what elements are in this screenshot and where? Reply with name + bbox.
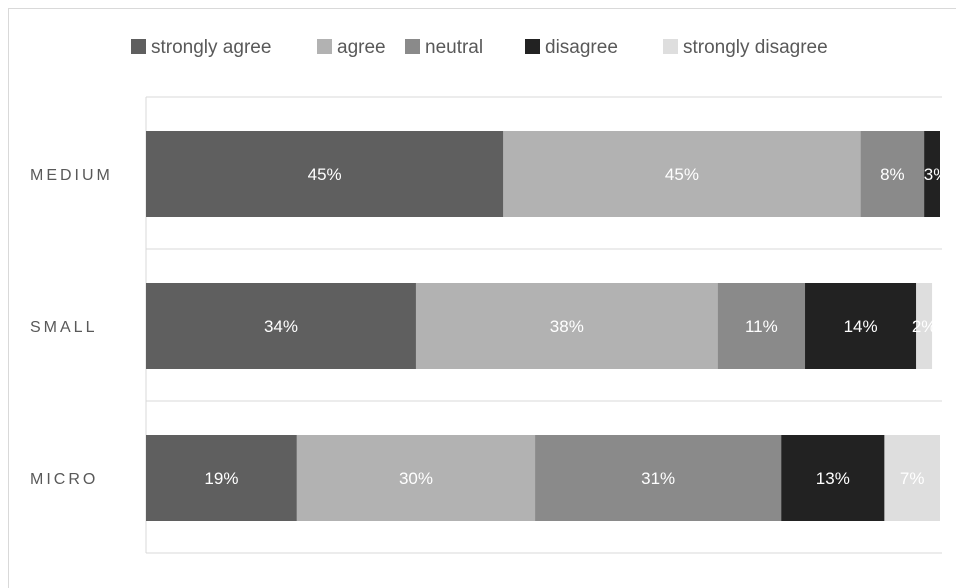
legend-swatch-4 (663, 39, 678, 54)
bar-medium-3 (924, 131, 940, 217)
chart-frame (8, 8, 956, 588)
legend-label-4: strongly disagree (683, 37, 828, 58)
legend-label-2: neutral (425, 37, 483, 58)
data-label-medium-2: 8% (880, 165, 905, 184)
legend-swatch-1 (317, 39, 332, 54)
data-label-micro-2: 31% (641, 469, 675, 488)
legend-label-1: agree (337, 37, 386, 58)
bar-medium-1 (503, 131, 861, 217)
bar-small-2 (717, 283, 806, 369)
data-label-small-0: 34% (264, 317, 298, 336)
bar-medium-2 (860, 131, 925, 217)
legend-swatch-3 (525, 39, 540, 54)
bar-small-0 (146, 283, 416, 369)
bars: 45% 45% 8% 3% 34% 38% 11% 14% 2% 19% 30% 31% 13% 7% (146, 131, 948, 521)
data-label-small-1: 38% (550, 317, 584, 336)
data-label-micro-3: 13% (816, 469, 850, 488)
bar-micro-3 (781, 435, 885, 521)
category-label-medium: MEDIUM (30, 167, 113, 184)
data-label-medium-1: 45% (665, 165, 699, 184)
category-labels: MEDIUM SMALL MICRO (30, 167, 113, 488)
data-label-small-4: 2% (912, 317, 937, 336)
bar-medium-0 (146, 131, 504, 217)
bar-small-1 (415, 283, 718, 369)
bar-micro-4 (884, 435, 940, 521)
legend: strongly agree agree neutral disagree strong… (131, 37, 828, 58)
data-label-small-3: 14% (844, 317, 878, 336)
bar-small-4 (916, 283, 933, 369)
data-label-medium-3: 3% (924, 165, 949, 184)
data-label-medium-0: 45% (308, 165, 342, 184)
category-label-small: SMALL (30, 319, 97, 336)
data-label-small-2: 11% (745, 317, 778, 336)
category-label-micro: MICRO (30, 471, 98, 488)
legend-label-3: disagree (545, 37, 618, 58)
legend-label-0: strongly agree (151, 37, 271, 58)
data-label-micro-1: 30% (399, 469, 433, 488)
bar-micro-1 (296, 435, 536, 521)
legend-swatch-2 (405, 39, 420, 54)
data-label-micro-4: 7% (900, 469, 925, 488)
legend-swatch-0 (131, 39, 146, 54)
bar-small-3 (805, 283, 917, 369)
data-label-micro-0: 19% (204, 469, 238, 488)
bar-micro-0 (146, 435, 297, 521)
bar-micro-2 (535, 435, 782, 521)
